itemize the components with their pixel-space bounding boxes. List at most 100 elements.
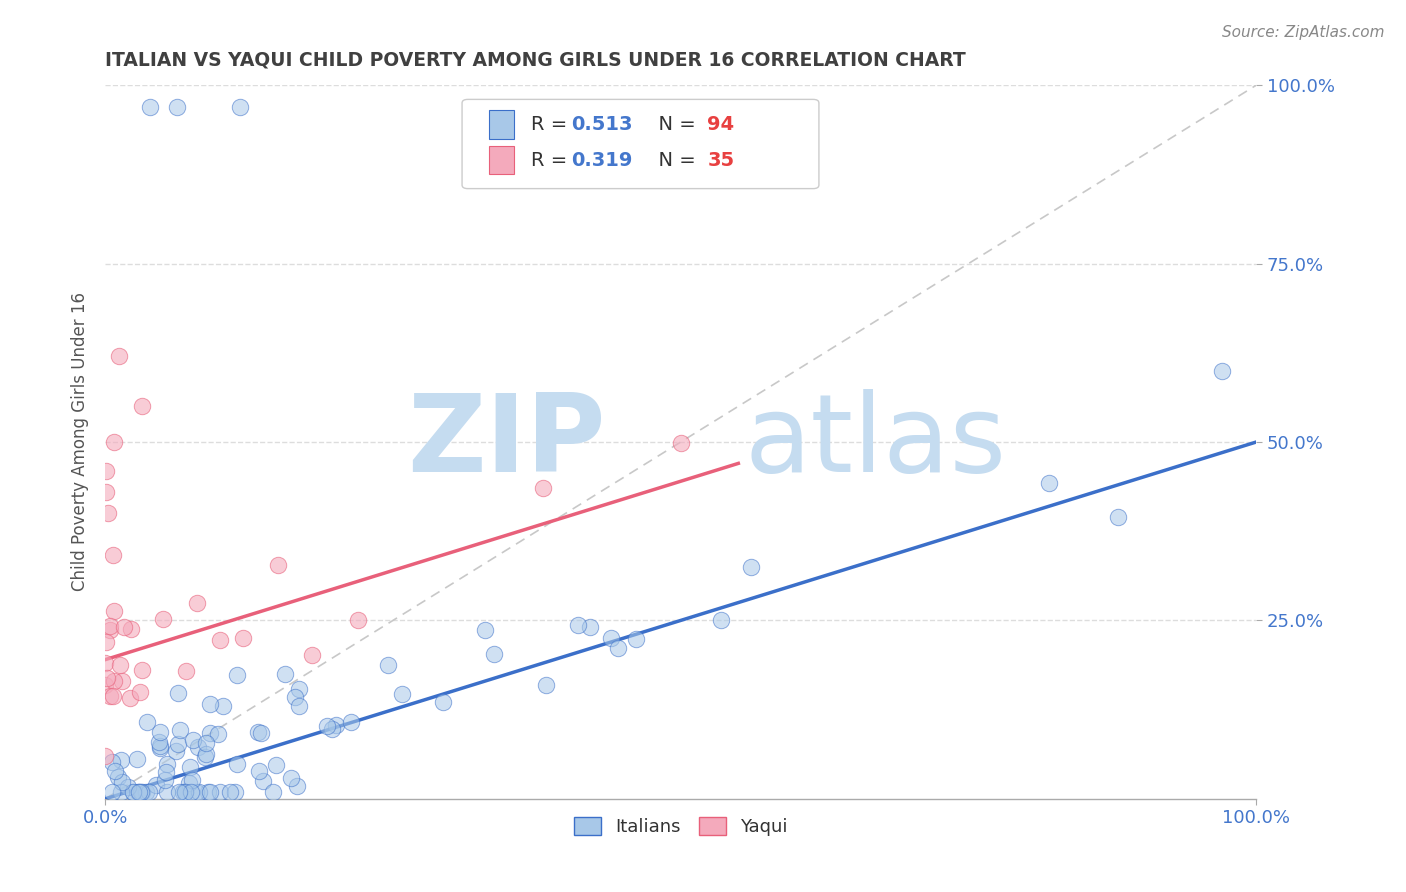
Point xyxy=(224,785,246,799)
Point xyxy=(212,698,235,713)
Text: R =: R = xyxy=(531,151,574,169)
Point xyxy=(247,764,270,778)
Point xyxy=(194,736,217,750)
Point xyxy=(152,611,174,625)
Point xyxy=(111,673,134,688)
Point xyxy=(156,756,179,771)
Point xyxy=(285,780,308,794)
Point xyxy=(167,737,190,751)
Point xyxy=(197,785,219,799)
Point xyxy=(128,684,150,698)
Point xyxy=(166,99,188,113)
FancyBboxPatch shape xyxy=(488,145,513,174)
Text: atlas: atlas xyxy=(744,389,1007,495)
Point xyxy=(108,658,131,673)
Point xyxy=(180,785,202,799)
Point xyxy=(669,436,692,450)
Point xyxy=(377,658,399,673)
Point xyxy=(167,785,190,799)
Point xyxy=(252,774,274,789)
Point xyxy=(149,741,172,756)
Point xyxy=(145,779,167,793)
Point xyxy=(247,724,270,739)
Point xyxy=(432,695,454,709)
Point xyxy=(181,733,204,747)
Point xyxy=(128,785,150,799)
Point xyxy=(187,739,209,754)
Point xyxy=(219,785,242,799)
Point xyxy=(174,785,197,799)
Point xyxy=(179,760,201,774)
Point xyxy=(103,673,125,688)
Point xyxy=(280,771,302,785)
Point xyxy=(321,723,343,737)
Point xyxy=(301,648,323,662)
Point xyxy=(325,717,347,731)
Point xyxy=(97,507,120,521)
Point xyxy=(94,485,117,500)
Text: ITALIAN VS YAQUI CHILD POVERTY AMONG GIRLS UNDER 16 CORRELATION CHART: ITALIAN VS YAQUI CHILD POVERTY AMONG GIR… xyxy=(105,51,966,70)
Text: Source: ZipAtlas.com: Source: ZipAtlas.com xyxy=(1222,25,1385,40)
Point xyxy=(131,399,153,413)
Text: ZIP: ZIP xyxy=(408,389,606,495)
Point xyxy=(607,641,630,656)
Text: 0.319: 0.319 xyxy=(571,151,633,169)
Point xyxy=(96,671,118,685)
Point xyxy=(195,747,218,761)
Point xyxy=(111,774,134,789)
FancyBboxPatch shape xyxy=(488,110,513,138)
Point xyxy=(567,618,589,632)
Point xyxy=(156,785,179,799)
Point xyxy=(232,632,254,646)
Point xyxy=(166,685,188,699)
Point xyxy=(98,623,121,637)
Point xyxy=(107,770,129,784)
Point xyxy=(250,726,273,740)
Point xyxy=(347,613,370,627)
Point xyxy=(198,726,221,740)
Point xyxy=(474,623,496,637)
Point xyxy=(174,785,197,799)
Point xyxy=(194,750,217,764)
Y-axis label: Child Poverty Among Girls Under 16: Child Poverty Among Girls Under 16 xyxy=(72,293,89,591)
Point xyxy=(187,785,209,799)
Point xyxy=(94,463,117,477)
Point xyxy=(139,99,162,113)
Point xyxy=(198,697,221,711)
Point xyxy=(149,739,172,753)
Point xyxy=(181,773,204,788)
Point xyxy=(103,689,125,703)
Point xyxy=(287,681,309,696)
Point xyxy=(174,664,197,678)
Point xyxy=(129,785,152,799)
Point xyxy=(208,785,231,799)
Point xyxy=(169,723,191,738)
Point xyxy=(626,632,648,647)
Point xyxy=(599,631,621,645)
Point xyxy=(174,785,197,799)
Point xyxy=(226,667,249,681)
Point xyxy=(100,755,122,769)
Point xyxy=(118,691,141,706)
Point xyxy=(117,780,139,795)
Point xyxy=(186,596,208,610)
Point xyxy=(267,558,290,573)
Point xyxy=(120,622,142,636)
Point xyxy=(284,690,307,704)
Point xyxy=(104,764,127,778)
Point xyxy=(482,648,505,662)
Point xyxy=(149,725,172,739)
Point xyxy=(107,349,129,363)
Point xyxy=(110,785,132,799)
Point xyxy=(391,687,413,701)
Point xyxy=(340,714,363,729)
Point xyxy=(579,620,602,634)
Point xyxy=(127,785,149,799)
Point xyxy=(98,689,121,703)
Point xyxy=(138,785,160,799)
Point xyxy=(740,559,762,574)
Legend: Italians, Yaqui: Italians, Yaqui xyxy=(567,810,794,843)
Point xyxy=(94,678,117,692)
Point xyxy=(288,699,311,714)
Text: N =: N = xyxy=(647,115,702,134)
